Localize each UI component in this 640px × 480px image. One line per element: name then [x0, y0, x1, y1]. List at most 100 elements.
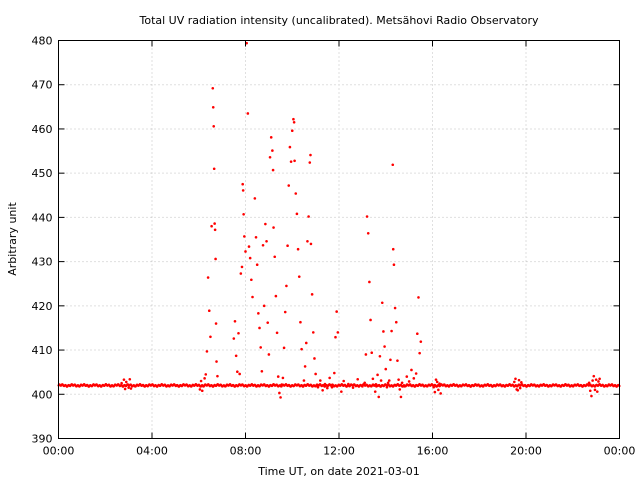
data-point	[435, 380, 439, 384]
data-point	[380, 301, 384, 305]
data-point	[376, 373, 379, 377]
data-point	[233, 320, 237, 323]
data-point	[211, 86, 215, 90]
data-point	[302, 379, 306, 382]
data-point	[271, 149, 274, 152]
data-point	[267, 353, 271, 356]
data-point	[296, 247, 300, 251]
data-point	[239, 272, 243, 275]
data-point	[439, 392, 442, 395]
data-point	[213, 222, 216, 225]
data-points	[57, 41, 621, 399]
data-point	[373, 390, 377, 393]
data-point	[207, 309, 211, 313]
data-point	[198, 388, 202, 391]
y-tick-label: 440	[32, 211, 53, 224]
data-point	[433, 390, 437, 394]
data-point	[397, 378, 400, 381]
data-point	[236, 370, 239, 374]
data-point	[308, 161, 312, 164]
data-point	[287, 184, 291, 187]
data-point	[215, 360, 218, 363]
data-point	[590, 394, 593, 398]
y-tick-label: 410	[32, 344, 53, 357]
data-point	[282, 346, 286, 350]
data-point	[323, 382, 327, 386]
data-point	[400, 381, 404, 385]
y-axis-label: Arbitrary unit	[6, 202, 19, 276]
data-point	[120, 381, 123, 385]
data-point	[209, 335, 212, 339]
data-point	[264, 222, 267, 226]
data-point	[334, 335, 337, 339]
data-point	[314, 372, 317, 376]
data-point	[122, 378, 126, 381]
x-tick-label: 04:00	[136, 445, 168, 458]
data-point	[516, 389, 520, 392]
data-point	[377, 395, 381, 399]
data-point	[366, 232, 370, 235]
data-point	[279, 396, 282, 399]
data-point	[237, 331, 240, 335]
data-point	[405, 375, 409, 378]
data-point	[310, 293, 314, 296]
data-point	[361, 385, 364, 388]
data-point	[412, 377, 416, 380]
data-point	[330, 385, 334, 389]
data-point	[518, 386, 522, 390]
data-point	[293, 159, 296, 163]
data-point	[375, 385, 378, 388]
data-point	[128, 377, 132, 381]
data-point	[594, 378, 598, 381]
data-point	[379, 379, 383, 382]
data-point	[289, 160, 293, 163]
data-point	[234, 354, 238, 358]
data-point	[205, 350, 209, 353]
data-point	[213, 228, 217, 232]
data-point	[587, 381, 591, 385]
data-point	[244, 250, 247, 253]
data-point	[517, 378, 521, 382]
data-point	[393, 306, 397, 310]
data-point	[316, 385, 320, 389]
data-point	[300, 347, 303, 351]
data-point	[303, 365, 307, 368]
data-point	[203, 377, 206, 380]
x-tick-label: 08:00	[230, 445, 262, 458]
x-axis-label: Time UT, on date 2021-03-01	[257, 465, 420, 478]
data-point	[273, 255, 277, 259]
data-point	[292, 121, 296, 124]
data-point	[248, 256, 252, 260]
data-point	[394, 320, 398, 324]
x-tick-label: 12:00	[323, 445, 355, 458]
data-point	[307, 215, 310, 218]
data-point	[294, 192, 298, 195]
data-point	[276, 375, 280, 378]
data-point	[371, 377, 375, 381]
data-point	[309, 242, 313, 246]
data-point	[514, 377, 517, 381]
y-tick-label: 460	[32, 123, 53, 136]
data-point	[214, 257, 217, 261]
data-point	[306, 239, 309, 243]
y-tick-label: 400	[32, 388, 53, 401]
data-point	[335, 310, 338, 313]
data-point	[290, 129, 294, 133]
data-point	[241, 182, 244, 186]
data-point	[210, 224, 213, 228]
data-point	[403, 385, 406, 388]
data-point	[391, 247, 395, 251]
data-point	[520, 381, 523, 384]
data-point	[259, 346, 262, 349]
data-point	[356, 377, 360, 381]
data-point	[297, 275, 301, 278]
data-point	[211, 105, 215, 109]
data-point	[257, 312, 260, 315]
data-point	[311, 331, 315, 334]
data-point	[326, 386, 329, 390]
data-point	[391, 163, 395, 167]
data-point	[295, 212, 299, 216]
data-point	[363, 381, 367, 385]
data-point	[260, 369, 264, 373]
data-point	[271, 168, 275, 172]
